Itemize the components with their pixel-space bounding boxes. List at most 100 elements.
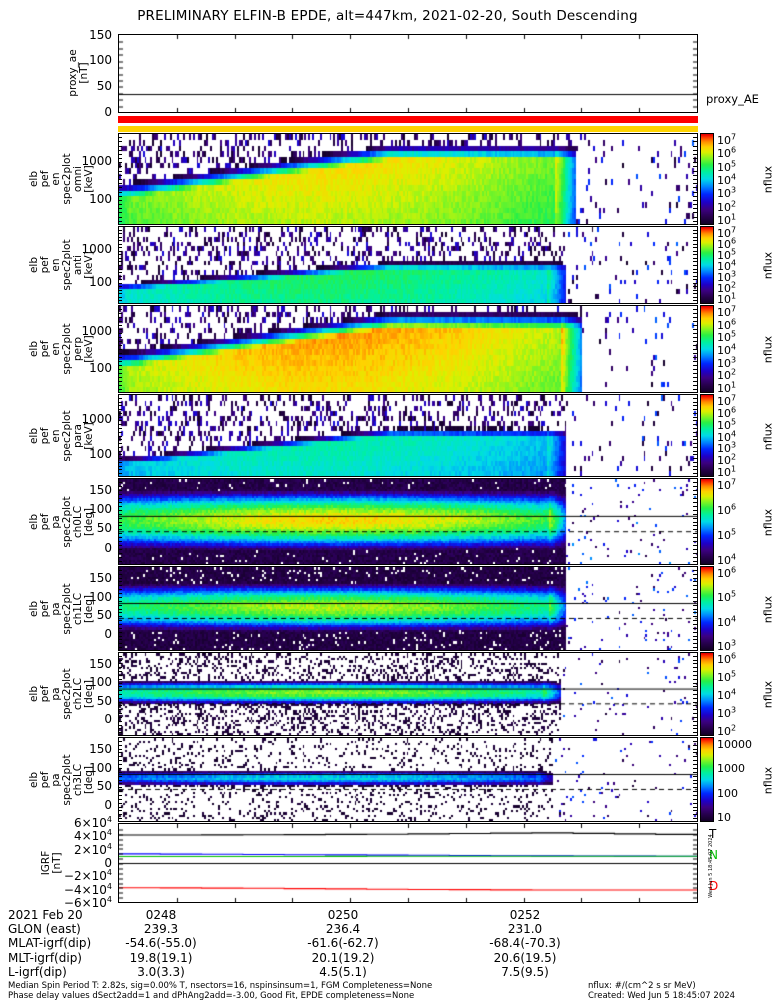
colorbar-tick: 103 — [717, 638, 737, 653]
colorbar-tick: 103 — [717, 185, 737, 201]
ytick-pa-ch3lc-1: 100 — [89, 760, 112, 775]
colorbar-tick: 105 — [717, 159, 737, 174]
colorbar-tick: 103 — [717, 269, 737, 284]
ytick-igrf-3: 0 — [104, 856, 112, 870]
colorbar-tick: 104 — [717, 342, 737, 357]
table-cell: 4.5(5.1) — [319, 964, 367, 979]
colorbar-pa-ch1lc — [700, 566, 714, 651]
colorbar-title-pa-ch1lc: nflux — [761, 595, 775, 623]
colorbar-tick: 102 — [717, 723, 737, 738]
colorbar-tick: 107 — [717, 393, 737, 408]
ytick-en-omni-0: 1000 — [81, 153, 112, 168]
table-cell: 3.0(3.3) — [137, 964, 185, 979]
table-row: 2021 Feb 20 0248 0250 0252 — [8, 908, 768, 922]
ytick-en-para-1: 100 — [89, 446, 112, 461]
ytick-pa-ch0lc-0: 150 — [89, 483, 112, 498]
table-cell: 20.1(19.2) — [311, 950, 375, 965]
proxy-ae-right-label: proxy_AE — [706, 92, 759, 106]
ytick-en-anti-0: 1000 — [81, 242, 112, 257]
colorbar-tick: 107 — [717, 477, 737, 492]
colorbar-gradient — [701, 479, 713, 564]
panel-igrf[interactable] — [118, 823, 698, 903]
colorbar-tick: 104 — [717, 172, 737, 187]
colorbar-tick: 105 — [717, 417, 737, 432]
ytick-proxy-100: 100 — [89, 53, 112, 67]
page-title: PRELIMINARY ELFIN-B EPDE, alt=447km, 202… — [137, 8, 638, 24]
table-cell: 0250 — [327, 908, 359, 922]
panel-en-omni[interactable] — [118, 133, 698, 225]
panel-pa-ch3lc[interactable] — [118, 737, 698, 822]
table-cell: -54.6(-55.0) — [125, 936, 197, 951]
panel-proxy-ae[interactable] — [118, 34, 698, 113]
panel-pa-ch1lc[interactable] — [118, 566, 698, 651]
colorbar-tick: 101 — [717, 212, 737, 227]
table-row: MLT-igrf(dip) 19.8(19.1) 20.1(19.2) 20.6… — [8, 951, 768, 965]
ytick-pa-ch0lc-1: 100 — [89, 502, 112, 517]
colorbar-tick: 104 — [717, 428, 737, 444]
proxy-ae-canvas — [119, 35, 697, 112]
ytick-en-perp-0: 1000 — [81, 324, 112, 339]
table-row-label: L-igrf(dip) — [8, 964, 67, 979]
colorbar-tick: 106 — [717, 145, 737, 161]
colorbar-tick: 102 — [717, 199, 737, 214]
created-watermark: Wed Jun 5 18:45:07 2024 — [708, 834, 714, 898]
colorbar-gradient — [701, 738, 713, 821]
table-row-label: MLT-igrf(dip) — [8, 950, 82, 965]
colorbar-tick: 104 — [717, 258, 737, 273]
panel-pa-ch0lc[interactable] — [118, 478, 698, 565]
colorbar-gradient — [701, 134, 713, 224]
colorbar-gradient — [701, 653, 713, 735]
ytick-pa-ch1lc-1: 100 — [89, 589, 112, 604]
panel-en-perp[interactable] — [118, 305, 698, 393]
colorbar-en-omni — [700, 133, 714, 225]
ytick-igrf-4: −2×104 — [63, 868, 112, 884]
ytick-en-perp-1: 100 — [89, 361, 112, 376]
colorbar-title-pa-ch0lc: nflux — [761, 508, 775, 536]
colorbar-tick: 103 — [717, 440, 737, 456]
colorbar-tick: 105 — [717, 527, 737, 542]
panel-en-anti[interactable] — [118, 226, 698, 304]
colorbar-tick: 106 — [717, 651, 737, 666]
ytick-pa-ch0lc-3: 0 — [104, 540, 112, 555]
footer-left-line2: Phase delay values dSect2add=1 and dPhAn… — [8, 991, 415, 1001]
panel-pa-ch2lc[interactable] — [118, 652, 698, 736]
colorbar-title-pa-ch2lc: nflux — [761, 680, 775, 709]
colorbar-tick: 107 — [717, 225, 737, 240]
table-cell: 20.6(19.5) — [493, 950, 557, 965]
ytick-igrf-6: −6×104 — [63, 895, 112, 910]
table-row: MLAT-igrf(dip) -54.6(-55.0) -61.6(-62.7)… — [8, 936, 768, 950]
colorbar-pa-ch0lc — [700, 478, 714, 565]
en-para-canvas — [119, 395, 697, 476]
ytick-igrf-2: 2×104 — [73, 841, 112, 857]
igrf-legend-D: D — [709, 879, 719, 893]
colorbar-title-en-anti: nflux — [761, 251, 775, 280]
table-row: GLON (east) 239.3 236.4 231.0 — [8, 922, 768, 936]
colorbar-title-en-perp: nflux — [761, 335, 775, 364]
en-perp-canvas — [119, 306, 697, 392]
colorbar-tick: 106 — [717, 502, 737, 517]
colorbar-tick: 10 — [717, 811, 731, 824]
panel-en-para[interactable] — [118, 394, 698, 477]
table-row-label: MLAT-igrf(dip) — [8, 936, 92, 951]
ytick-pa-ch1lc-0: 150 — [89, 570, 112, 585]
colorbar-tick: 104 — [717, 552, 737, 567]
pa-ch1lc-canvas — [119, 567, 697, 650]
colorbar-gradient — [701, 395, 713, 476]
ytick-proxy-50: 50 — [96, 79, 112, 93]
table-row-label: 2021 Feb 20 — [8, 908, 83, 922]
table-cell: -61.6(-62.7) — [307, 936, 379, 951]
colorbar-tick: 101 — [717, 464, 737, 479]
table-row: L-igrf(dip) 3.0(3.3) 4.5(5.1) 7.5(9.5) — [8, 965, 768, 979]
table-cell: -68.4(-70.3) — [489, 936, 561, 951]
igrf-canvas — [119, 824, 697, 902]
colorbar-tick: 106 — [717, 565, 737, 580]
en-anti-canvas — [119, 227, 697, 303]
ytick-en-omni-1: 100 — [89, 192, 112, 207]
table-row-label: GLON (east) — [8, 922, 81, 937]
ytick-pa-ch3lc-0: 150 — [89, 741, 112, 756]
colorbar-tick: 106 — [717, 236, 737, 251]
pa-ch0lc-canvas — [119, 479, 697, 564]
ytick-igrf-0: 6×104 — [73, 815, 112, 830]
colorbar-tick: 101 — [717, 380, 737, 395]
igrf-legend-N: N — [709, 848, 718, 862]
